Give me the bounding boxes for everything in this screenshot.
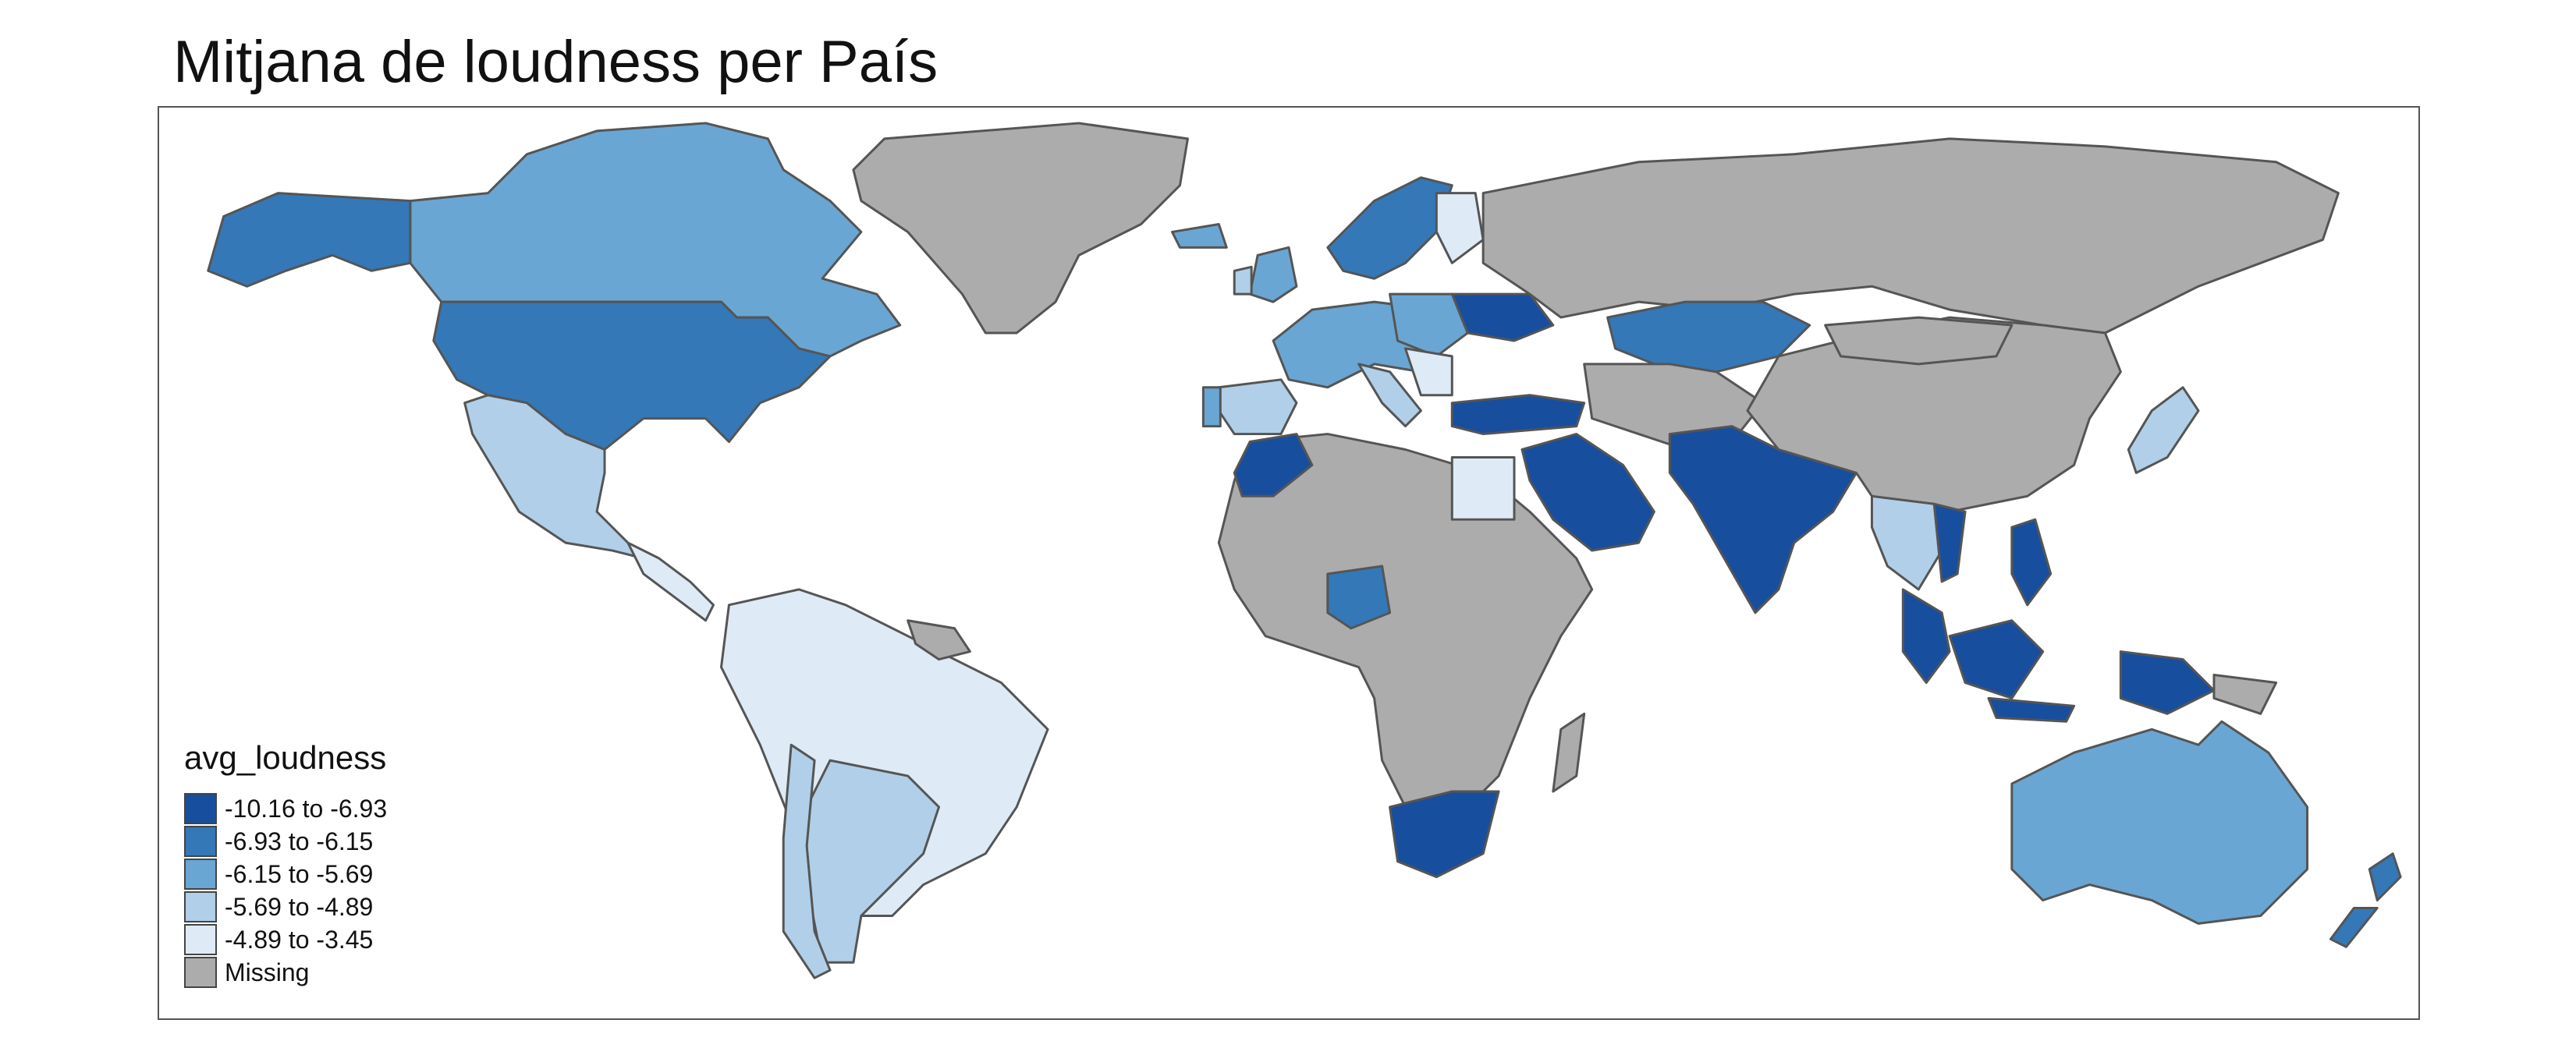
- legend-swatch: [184, 957, 217, 988]
- map-region-madagascar: [1552, 712, 1586, 793]
- map-region-morocco: [1233, 433, 1314, 497]
- legend-title: avg_loudness: [184, 739, 387, 776]
- legend-label: -4.89 to -3.45: [225, 925, 374, 954]
- map-title: Mitjana de loudness per País: [173, 29, 939, 95]
- legend-swatch: [184, 826, 217, 857]
- map-region-russia: [1481, 137, 2340, 335]
- map-region-balkans: [1403, 347, 1453, 397]
- map-region-iceland: [1171, 222, 1228, 249]
- legend-item: -5.69 to -4.89: [184, 891, 387, 923]
- world-map: [207, 122, 2402, 979]
- map-region-south-africa: [1389, 790, 1500, 879]
- map-region-uk: [1248, 246, 1298, 303]
- legend-swatch: [184, 859, 217, 890]
- map-region-usa: [432, 300, 832, 451]
- map-region-new-zealand: [2329, 852, 2402, 948]
- map-region-turkey: [1450, 394, 1586, 436]
- map-region-scandinavia: [1326, 176, 1453, 280]
- legend-item: Missing: [184, 956, 387, 989]
- map-region-guianas: [907, 619, 971, 661]
- map-region-central-america: [626, 541, 715, 622]
- map-region-saudi-arabia: [1520, 433, 1655, 552]
- map-region-mongolia: [1824, 316, 2014, 366]
- legend-swatch: [184, 924, 217, 955]
- legend-swatch: [184, 891, 217, 922]
- legend-label: -6.93 to -6.15: [225, 827, 374, 855]
- map-region-png: [2212, 674, 2278, 715]
- legend-label: -6.15 to -5.69: [225, 859, 374, 888]
- map-region-japan: [2127, 386, 2200, 474]
- map-region-philippines: [2010, 518, 2053, 607]
- map-region-vietnam: [1932, 502, 1967, 583]
- map-region-chile: [782, 743, 832, 979]
- legend-item: -4.89 to -3.45: [184, 923, 387, 956]
- map-region-nigeria: [1326, 565, 1392, 630]
- legend-item: -6.15 to -5.69: [184, 858, 387, 891]
- map-region-india: [1668, 425, 1858, 614]
- map-region-egypt: [1450, 455, 1516, 521]
- map-region-ireland: [1233, 265, 1253, 296]
- map-region-portugal: [1201, 386, 1222, 428]
- map-region-australia: [2010, 720, 2309, 925]
- map-frame: [158, 106, 2420, 1020]
- map-region-alaska: [207, 192, 412, 288]
- map-region-indochina: [1870, 494, 1943, 591]
- legend-label: -10.16 to -6.93: [225, 794, 388, 823]
- map-region-italy: [1357, 363, 1422, 428]
- map-region-china: [1746, 316, 2122, 513]
- map-region-greenland: [852, 122, 1189, 335]
- legend-label: Missing: [225, 958, 310, 986]
- map-region-finland: [1435, 192, 1485, 264]
- legend-swatch: [184, 793, 217, 824]
- map-region-eastern-europe: [1389, 292, 1469, 358]
- legend-item: -10.16 to -6.93: [184, 792, 387, 825]
- legend-label: -5.69 to -4.89: [225, 892, 374, 921]
- map-region-indonesia: [1901, 588, 2216, 723]
- legend: avg_loudness -10.16 to -6.93 -6.93 to -6…: [184, 739, 387, 989]
- map-region-iberia: [1217, 378, 1298, 436]
- legend-item: -6.93 to -6.15: [184, 825, 387, 858]
